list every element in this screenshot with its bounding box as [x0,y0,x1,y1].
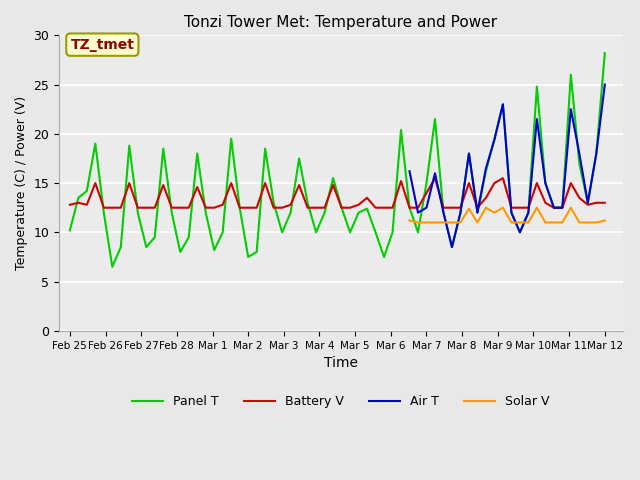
Line: Battery V: Battery V [70,178,605,208]
Solar V [414,219,422,225]
Battery V [601,200,609,205]
Battery V [66,202,74,208]
Air T [414,210,422,216]
Y-axis label: Temperature (C) / Power (V): Temperature (C) / Power (V) [15,96,28,270]
Battery V [414,205,422,211]
Panel T [601,50,609,56]
Panel T [338,205,346,211]
Air T [406,168,413,174]
Legend: Panel T, Battery V, Air T, Solar V: Panel T, Battery V, Air T, Solar V [127,390,555,413]
Panel T [414,229,422,235]
Battery V [431,175,439,181]
Title: Tonzi Tower Met: Temperature and Power: Tonzi Tower Met: Temperature and Power [184,15,497,30]
Battery V [338,205,346,211]
Line: Air T: Air T [410,84,605,247]
Battery V [422,190,430,196]
Battery V [372,205,380,211]
Panel T [66,228,74,233]
Panel T [108,264,116,270]
Battery V [100,205,108,211]
Panel T [372,229,380,235]
Air T [601,82,609,87]
Text: TZ_tmet: TZ_tmet [70,37,134,52]
Line: Panel T: Panel T [70,53,605,267]
Battery V [143,205,150,211]
Panel T [422,180,430,186]
Solar V [601,217,609,223]
Solar V [406,217,413,223]
Panel T [143,244,150,250]
Battery V [295,182,303,188]
Panel T [295,156,303,161]
X-axis label: Time: Time [324,356,358,370]
Line: Solar V: Solar V [410,208,605,222]
